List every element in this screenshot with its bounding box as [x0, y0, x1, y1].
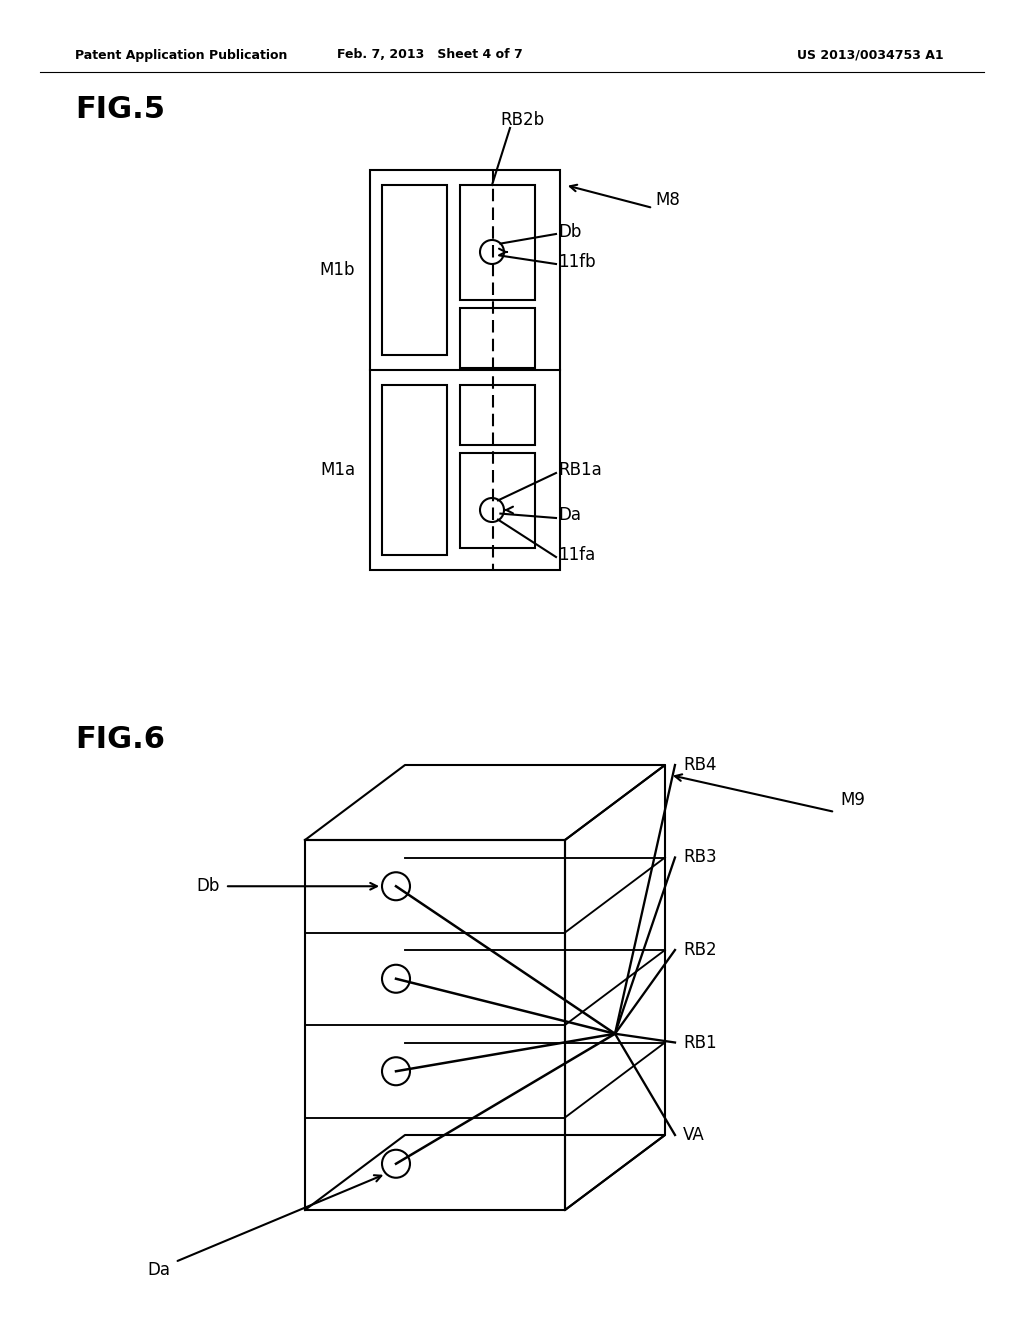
Text: Da: Da — [558, 506, 581, 524]
Text: M1b: M1b — [319, 261, 355, 279]
Text: RB1a: RB1a — [558, 461, 602, 479]
Bar — [382, 385, 447, 554]
Bar — [460, 385, 535, 445]
Bar — [382, 185, 447, 355]
Bar — [460, 308, 535, 368]
Text: Db: Db — [558, 223, 582, 242]
Text: US 2013/0034753 A1: US 2013/0034753 A1 — [797, 49, 943, 62]
Text: RB2b: RB2b — [500, 111, 544, 129]
Text: RB3: RB3 — [683, 849, 717, 866]
Text: 11fb: 11fb — [558, 253, 596, 271]
Text: RB4: RB4 — [683, 756, 717, 774]
Text: Patent Application Publication: Patent Application Publication — [75, 49, 288, 62]
Text: 11fa: 11fa — [558, 546, 595, 564]
Text: RB1: RB1 — [683, 1034, 717, 1052]
Bar — [460, 453, 535, 548]
Text: M8: M8 — [655, 191, 680, 209]
Bar — [460, 185, 535, 300]
Text: Db: Db — [197, 878, 220, 895]
Text: Da: Da — [147, 1261, 170, 1279]
Text: M1a: M1a — [319, 461, 355, 479]
Text: Feb. 7, 2013   Sheet 4 of 7: Feb. 7, 2013 Sheet 4 of 7 — [337, 49, 523, 62]
Bar — [370, 170, 560, 570]
Text: FIG.5: FIG.5 — [75, 95, 165, 124]
Text: FIG.6: FIG.6 — [75, 726, 165, 755]
Text: RB2: RB2 — [683, 941, 717, 960]
Text: VA: VA — [683, 1126, 705, 1144]
Text: M9: M9 — [840, 791, 865, 809]
